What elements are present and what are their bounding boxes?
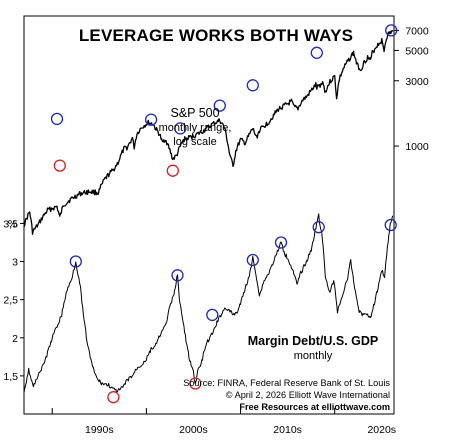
sp500-peak-marker-2 [174,122,187,135]
sp500-peak-marker-1 [144,113,158,126]
sp500-trough-marker-0 [53,159,66,172]
x-axis-ticks: 1990s 2000s 2010s 2020s [51,408,396,436]
margin-peak-marker-5 [312,221,325,234]
source-line-1: Source: FINRA, Federal Reserve Bank of S… [183,378,390,388]
series-lines [23,30,394,393]
margin-peak-marker-4 [274,236,288,249]
right-tick-label-3: 1000 [405,141,429,153]
margin-label: Margin Debt/U.S. GDP monthly [248,334,379,362]
left-tick-label-4: 1,5 [3,371,18,383]
margin-trough-marker-1 [189,377,202,390]
margin-trough-marker-0 [107,391,120,404]
series-markers [50,24,398,404]
margin-label-line2: monthly [294,350,333,362]
left-tick-label-1: 3 [12,257,18,269]
sp500-line [23,30,394,235]
source-line-3: Free Resources at elliottwave.com [239,402,390,412]
source-note: Source: FINRA, Federal Reserve Bank of S… [183,378,390,412]
margin-peak-marker-0 [69,255,82,268]
chart-title: LEVERAGE WORKS BOTH WAYS [79,26,353,45]
right-tick-label-1: 5000 [405,45,429,57]
margin-debt-line [23,213,394,393]
left-tick-label-0: 3,5 [3,218,18,230]
sp500-label-line3: log scale [173,136,216,148]
sp500-label: S&P 500 monthly range, log scale [159,106,232,148]
x-tick-label-2: 2010s [273,424,302,436]
margin-label-line1: Margin Debt/U.S. GDP [248,334,379,348]
left-axis-ticks: 3,5 3 2,5 2 1,5 [3,218,24,383]
right-tick-label-2: 3000 [405,76,429,88]
sp500-label-line1: S&P 500 [170,106,219,120]
margin-peak-marker-1 [171,269,184,282]
right-tick-label-0: 7000 [405,25,429,37]
sp500-peak-marker-5 [310,46,323,59]
sp500-peak-marker-4 [246,79,259,92]
x-tick-label-3: 2020s [367,424,396,436]
x-tick-label-0: 1990s [85,424,114,436]
sp500-peak-marker-0 [50,112,64,126]
right-axis-ticks: 7000 5000 3000 1000 [394,25,429,153]
source-line-2: © April 2, 2026 Elliott Wave Internation… [226,390,390,400]
plot-frame [23,15,395,415]
margin-peak-marker-3 [246,253,259,267]
sp500-peak-marker-3 [213,99,226,112]
left-tick-label-3: 2 [12,333,18,345]
sp500-peak-marker-6 [385,24,398,37]
margin-peak-marker-2 [206,308,219,322]
left-tick-label-2: 2,5 [3,295,18,307]
sp500-label-line2: monthly range, [159,122,232,134]
x-tick-label-1: 2000s [179,424,208,436]
sp500-trough-marker-1 [166,164,179,177]
left-axis-unit: % [8,218,17,230]
margin-peak-marker-6 [384,218,397,232]
